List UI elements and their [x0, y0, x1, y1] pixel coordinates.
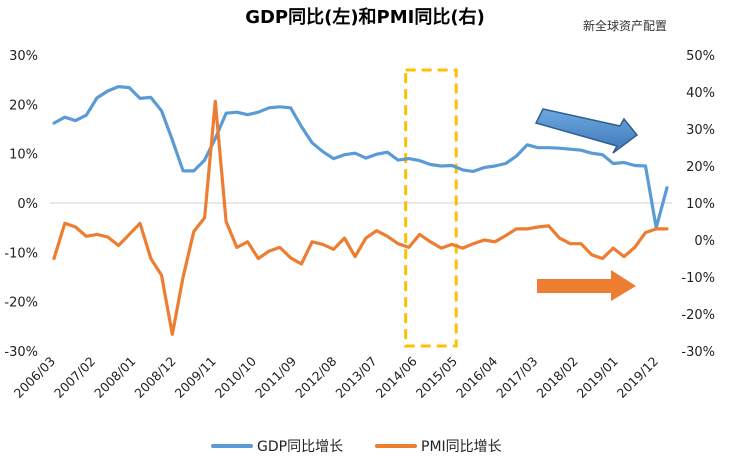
right-y-tick-label: 20% [686, 160, 715, 175]
gdp-series-line [52, 84, 669, 230]
right-y-tick-label: 30% [686, 123, 715, 138]
x-tick-label: 2013/07 [332, 354, 379, 401]
x-tick-label: 2007/02 [51, 354, 98, 401]
chart-title: GDP同比(左)和PMI同比(右) [245, 6, 485, 28]
down-trend-arrow [534, 108, 639, 154]
x-tick-label: 2014/06 [373, 353, 420, 400]
x-tick-label: 2011/09 [252, 353, 299, 400]
x-tick-label: 2009/11 [172, 354, 219, 401]
x-tick-label: 2008/01 [91, 354, 138, 401]
legend-pmi-label: PMI同比增长 [421, 439, 502, 455]
left-y-tick-label: 10% [9, 148, 38, 163]
x-axis: 2006/032007/022008/012008/122009/112010/… [11, 353, 661, 400]
x-tick-label: 2018/02 [533, 354, 580, 401]
x-tick-label: 2012/08 [292, 353, 339, 400]
right-y-tick-label: -10% [681, 271, 715, 286]
right-y-tick-label: 10% [686, 197, 715, 212]
pmi-series-line [52, 99, 669, 336]
left-y-tick-label: -20% [4, 296, 38, 311]
left-y-tick-label: -30% [4, 345, 38, 360]
left-y-tick-label: 20% [9, 98, 38, 113]
right-y-axis: 50% 40% 30% 20% 10% 0% -10% -20% -30% [681, 49, 715, 360]
legend-gdp-label: GDP同比增长 [257, 439, 343, 455]
left-y-tick-label: -10% [4, 246, 38, 261]
right-y-tick-label: 0% [694, 234, 715, 249]
left-y-tick-label: 30% [9, 49, 38, 64]
x-tick-label: 2010/10 [212, 353, 259, 400]
left-y-tick-label: 0% [17, 197, 38, 212]
left-y-axis: 30% 20% 10% 0% -10% -20% -30% [4, 49, 38, 360]
legend: GDP同比增长 PMI同比增长 [211, 439, 502, 455]
x-tick-label: 2015/05 [413, 354, 460, 401]
x-tick-label: 2016/04 [453, 353, 500, 400]
x-tick-label: 2019/01 [574, 354, 621, 401]
x-tick-label: 2017/03 [493, 354, 540, 401]
right-y-tick-label: -20% [681, 308, 715, 323]
right-arrow [537, 270, 636, 301]
right-y-tick-label: 50% [686, 49, 715, 64]
x-tick-label: 2006/03 [11, 354, 58, 401]
right-y-tick-label: 40% [686, 86, 715, 101]
right-y-tick-label: -30% [681, 345, 715, 360]
source-label: 新全球资产配置 [583, 18, 667, 33]
x-tick-label: 2019/12 [614, 354, 661, 401]
highlight-box [404, 68, 458, 348]
x-tick-label: 2008/12 [131, 354, 178, 401]
